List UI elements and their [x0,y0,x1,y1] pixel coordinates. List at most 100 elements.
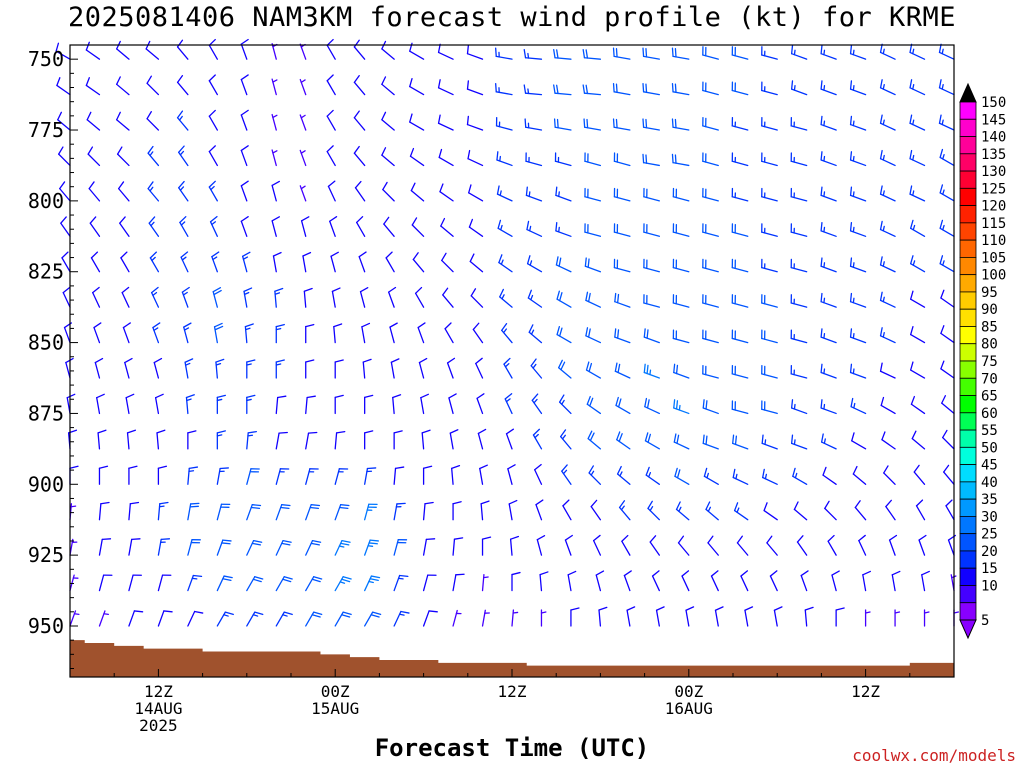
barb-flag [278,431,288,434]
barb-flag [939,255,944,265]
barb-flag [559,327,563,337]
barb-half-flag [561,434,566,440]
barb-flag [674,83,677,93]
colorbar-label: 90 [981,302,998,318]
barb-flag [329,215,338,222]
wind-barb [879,291,896,308]
wind-barb [180,251,189,273]
wind-barb [216,503,231,521]
barb-flag [940,360,945,370]
wind-barb [422,574,437,592]
y-tick-label: 900 [28,472,64,496]
barb-flag [129,501,140,505]
barb-flag [453,537,464,540]
wind-barb [918,534,927,556]
wind-barb [88,181,101,202]
wind-barb [675,501,690,521]
barb-flag [246,359,256,363]
barb-flag [283,576,293,580]
barb-flag [702,399,705,409]
wind-barb [299,185,307,202]
wind-barb [178,180,189,202]
x-tick-label: 12Z [144,682,173,701]
wind-barb [364,503,378,521]
wind-barb [504,393,513,415]
wind-barb [553,48,572,60]
barb-half-flag [339,581,346,584]
barb-staff [58,153,71,167]
barb-half-flag [215,363,222,366]
wind-barb [879,185,896,202]
barb-flag [643,363,646,374]
barb-flag [556,118,559,129]
wind-barb [523,84,543,96]
barb-flag [440,217,446,227]
barb-half-flag [368,580,374,584]
barb-flag [820,44,823,55]
wind-barb [880,396,896,415]
barb-flag [616,465,622,475]
barb-half-flag [300,150,306,154]
barb-half-flag [942,224,945,231]
barb-flag [879,114,883,124]
wind-barb [275,468,290,485]
wind-barb [621,534,631,556]
barb-flag [179,216,187,224]
wind-barb [790,294,808,308]
barb-flag [361,322,371,328]
barb-flag [394,466,405,469]
barb-half-flag [179,186,185,191]
wind-barb [790,223,808,237]
wind-barb [940,289,955,308]
barb-flag [849,80,853,90]
wind-barb [820,257,837,273]
wind-barb [334,576,352,592]
colorbar-swatch [959,412,977,431]
barb-flag [879,291,883,302]
barb-staff [409,85,425,96]
wind-barb [733,502,749,521]
barb-flag [585,84,589,95]
barb-staff [362,361,366,379]
colorbar-swatch [959,256,977,276]
barb-half-flag [619,471,623,477]
barb-staff [154,397,160,415]
wind-barb [613,152,631,167]
wind-barb [642,153,660,167]
barb-staff [452,538,456,556]
wind-barb [790,80,808,96]
colorbar-label: 35 [981,492,998,508]
barb-half-flag [912,190,915,197]
wind-barb [849,221,867,237]
barb-flag [820,399,823,409]
barb-flag [567,570,577,576]
colorbar-label: 50 [981,440,998,456]
barb-flag [649,535,657,543]
barb-flag [822,466,827,476]
barb-flag [208,38,216,46]
colorbar-label: 25 [981,527,998,543]
wind-barb [702,46,719,60]
wind-barb [562,499,572,521]
barb-flag [410,182,416,192]
wind-barb [156,429,166,450]
wind-barb [472,322,484,344]
barb-flag [939,219,944,229]
wind-barb [120,251,130,273]
wind-barb [87,146,101,167]
barb-flag [342,576,352,580]
wind-barb [644,432,660,450]
barb-flag [282,578,292,583]
x-tick-label: 00Z [674,682,703,701]
wind-barb [564,534,573,556]
wind-barb [422,465,433,485]
barb-flag [85,41,90,51]
barb-flag [651,570,660,577]
wind-barb [731,258,749,273]
wind-barb [534,463,543,485]
barb-half-flag [300,79,306,84]
barb-flag [588,465,594,474]
barb-flag [163,610,173,613]
wind-barb [246,504,262,521]
